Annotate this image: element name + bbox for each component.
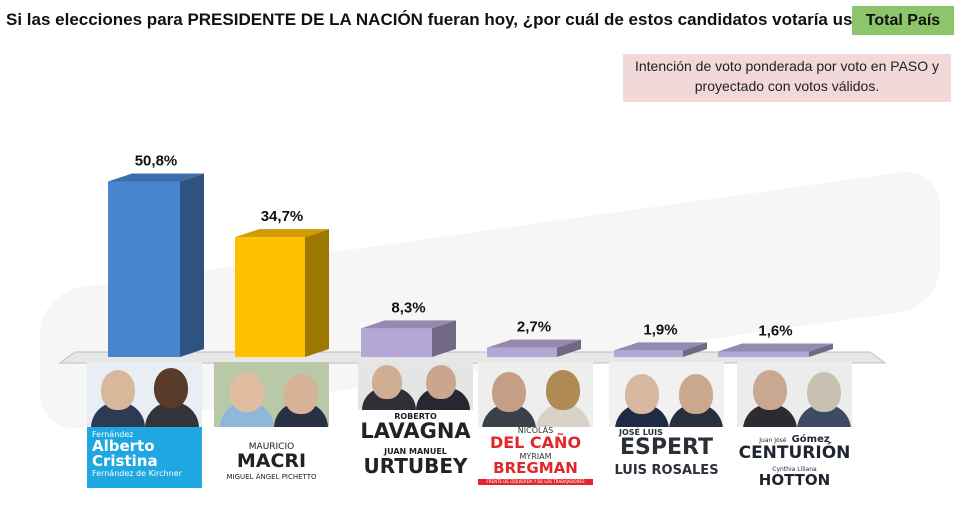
bar — [614, 342, 707, 357]
candidate-card-macri: MAURICIO MACRI MIGUEL ÁNGEL PICHETTO — [214, 362, 329, 488]
candidate-names: ROBERTO LAVAGNA JUAN MANUEL URTUBEY — [358, 410, 473, 484]
bar-top — [361, 320, 456, 329]
bar-front — [361, 328, 432, 357]
bar-front — [718, 351, 809, 357]
candidate-photo — [214, 362, 329, 432]
running-mate-surname: URTUBEY — [363, 454, 468, 478]
value-label: 8,3% — [391, 299, 425, 316]
value-label: 50,8% — [135, 153, 178, 170]
candidate-card-del-cano: NICOLÁS DEL CAÑO MYRIAM BREGMAN FRENTE D… — [478, 362, 593, 488]
candidate-photo — [358, 362, 473, 410]
bar-side — [557, 339, 581, 357]
candidate-surname: CENTURIÓN — [738, 443, 851, 463]
bar-top — [487, 339, 581, 348]
candidate-surname: LAVAGNA — [360, 419, 471, 443]
candidate-first-name: Alberto — [92, 437, 155, 455]
candidate-photo — [737, 362, 852, 434]
candidate-surname: MACRI — [236, 450, 307, 472]
candidate-photo — [609, 362, 724, 434]
running-mate-name: LUIS ROSALES — [614, 463, 719, 478]
value-label: 34,7% — [261, 208, 304, 225]
bar-side — [180, 173, 204, 357]
bar-front — [614, 350, 683, 357]
value-label: 2,7% — [517, 319, 551, 336]
bar-side — [305, 229, 329, 357]
candidate-names: Juan José Gómez CENTURIÓN Cynthia Lilian… — [737, 427, 852, 488]
bar-front — [487, 347, 557, 357]
candidate-surname: ESPERT — [620, 435, 713, 460]
candidate-surname-prefix: Gómez — [791, 434, 830, 445]
value-label: 1,6% — [758, 322, 792, 339]
running-mate-full-surname: Fernández de Kirchner — [92, 469, 182, 478]
bar-side — [683, 342, 707, 357]
candidate-names: NICOLÁS DEL CAÑO MYRIAM BREGMAN FRENTE D… — [478, 427, 593, 488]
bar — [361, 320, 456, 357]
bar — [108, 173, 204, 357]
bar-top — [108, 173, 204, 182]
running-mate-surname: HOTTON — [758, 471, 831, 488]
running-mate-name: MIGUEL ÁNGEL PICHETTO — [226, 473, 317, 481]
running-mate-surname: BREGMAN — [493, 459, 578, 477]
running-mate-surname: Fernández — [92, 430, 134, 439]
bar — [235, 229, 329, 357]
methodology-note: Intención de voto ponderada por voto en … — [623, 54, 951, 102]
candidate-card-fernandez: Fernández Alberto Cristina Fernández de … — [87, 362, 202, 488]
candidate-photo — [87, 362, 202, 432]
candidate-first-name: Juan José — [759, 437, 787, 444]
candidate-surname: DEL CAÑO — [489, 433, 582, 452]
candidate-first-name-row: Juan José Gómez — [737, 429, 852, 445]
candidate-photo — [478, 362, 593, 434]
candidate-first-name: MAURICIO — [248, 442, 295, 452]
party-name: FRENTE DE IZQUIERDA Y DE LOS TRABAJADORE… — [478, 479, 593, 485]
vote-intention-chart: 50,8% 34,7% 8,3% 2,7% 1,9% 1,6% — [58, 153, 887, 364]
running-mate-first-name: Cristina — [92, 452, 158, 470]
page-title: Si las elecciones para PRESIDENTE DE LA … — [6, 10, 889, 29]
bar-side — [432, 320, 456, 357]
running-mate-first-name: JUAN MANUEL — [384, 447, 447, 456]
bar-top — [718, 343, 833, 352]
candidate-first-name: JOSÉ LUIS — [619, 428, 663, 437]
candidate-names: MAURICIO MACRI MIGUEL ÁNGEL PICHETTO — [214, 427, 329, 488]
bar — [487, 339, 581, 357]
running-mate-first-name: Cynthia Liliana — [772, 466, 817, 473]
candidate-names: JOSÉ LUIS ESPERT LUIS ROSALES — [609, 427, 724, 488]
bar-top — [614, 342, 707, 351]
candidate-names: Fernández Alberto Cristina Fernández de … — [87, 427, 202, 488]
candidate-card-lavagna: ROBERTO LAVAGNA JUAN MANUEL URTUBEY — [358, 362, 473, 484]
bar-top — [235, 229, 329, 238]
bar — [718, 343, 833, 357]
value-labels-group: 50,8% 34,7% 8,3% 2,7% 1,9% 1,6% — [135, 153, 793, 340]
value-label: 1,9% — [643, 321, 677, 338]
bars-group — [108, 173, 833, 357]
candidate-card-espert: JOSÉ LUIS ESPERT LUIS ROSALES — [609, 362, 724, 488]
candidate-first-name: NICOLÁS — [517, 426, 554, 435]
candidate-card-gomez-centurion: Juan José Gómez CENTURIÓN Cynthia Lilian… — [737, 362, 852, 488]
scope-badge: Total País — [852, 6, 954, 35]
bar-front — [108, 181, 180, 357]
bar-side — [809, 343, 833, 357]
running-mate-first-name: MYRIAM — [519, 452, 552, 461]
candidate-first-name: ROBERTO — [394, 412, 437, 421]
bar-front — [235, 237, 305, 357]
